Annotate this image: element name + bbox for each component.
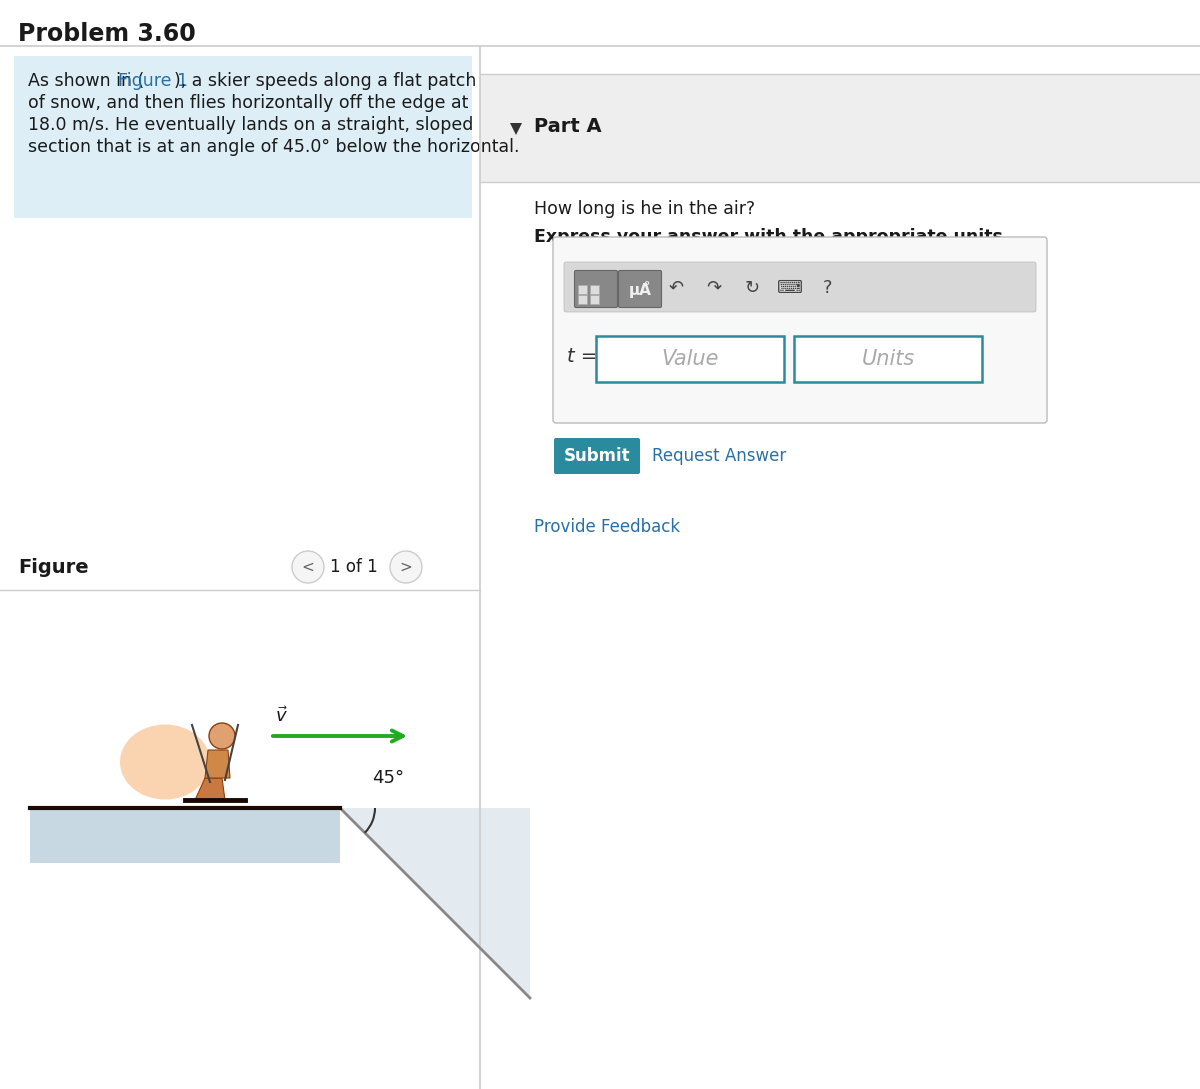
Text: Express your answer with the appropriate units.: Express your answer with the appropriate… (534, 228, 1009, 246)
Polygon shape (340, 808, 530, 998)
Circle shape (209, 723, 235, 749)
FancyBboxPatch shape (14, 56, 472, 218)
Text: Units: Units (862, 348, 914, 369)
Polygon shape (205, 750, 230, 778)
Text: Value: Value (661, 348, 719, 369)
Text: Submit: Submit (564, 446, 630, 465)
Text: Figure: Figure (18, 558, 89, 577)
FancyBboxPatch shape (618, 270, 661, 307)
FancyBboxPatch shape (553, 237, 1046, 423)
Polygon shape (510, 123, 522, 135)
FancyBboxPatch shape (590, 295, 599, 304)
Text: μÅ: μÅ (629, 281, 652, 297)
Text: Part A: Part A (534, 118, 601, 136)
Text: $\vec{v}$: $\vec{v}$ (275, 706, 288, 726)
Text: 45°: 45° (372, 769, 404, 787)
Text: ?: ? (823, 279, 833, 297)
Text: How long is he in the air?: How long is he in the air? (534, 200, 755, 218)
Text: As shown in (: As shown in ( (28, 72, 144, 90)
Polygon shape (30, 808, 340, 862)
Text: section that is at an angle of 45.0° below the horizontal.: section that is at an angle of 45.0° bel… (28, 138, 520, 156)
FancyBboxPatch shape (578, 295, 587, 304)
FancyBboxPatch shape (596, 337, 784, 382)
FancyBboxPatch shape (575, 270, 618, 307)
Text: ↷: ↷ (707, 279, 721, 297)
Text: Figure 1: Figure 1 (119, 72, 188, 90)
Text: <: < (301, 560, 314, 575)
FancyBboxPatch shape (578, 285, 587, 294)
Text: 1 of 1: 1 of 1 (330, 558, 378, 576)
Text: ), a skier speeds along a flat patch: ), a skier speeds along a flat patch (174, 72, 476, 90)
FancyBboxPatch shape (554, 438, 640, 474)
Text: ↻: ↻ (744, 279, 760, 297)
Text: Problem 3.60: Problem 3.60 (18, 22, 196, 46)
Polygon shape (340, 808, 540, 1008)
FancyBboxPatch shape (564, 262, 1036, 313)
Text: ↶: ↶ (668, 279, 684, 297)
Text: Request Answer: Request Answer (652, 446, 786, 465)
Text: t =: t = (568, 347, 598, 367)
FancyBboxPatch shape (590, 285, 599, 294)
FancyBboxPatch shape (480, 74, 1200, 182)
Text: ⌨: ⌨ (778, 279, 803, 297)
Ellipse shape (120, 724, 210, 799)
Text: Provide Feedback: Provide Feedback (534, 518, 680, 536)
Circle shape (390, 551, 422, 583)
Text: >: > (400, 560, 413, 575)
Text: 18.0 m/s. He eventually lands on a straight, sloped: 18.0 m/s. He eventually lands on a strai… (28, 117, 473, 134)
FancyBboxPatch shape (794, 337, 982, 382)
Circle shape (292, 551, 324, 583)
Polygon shape (194, 778, 226, 800)
Text: of snow, and then flies horizontally off the edge at: of snow, and then flies horizontally off… (28, 94, 468, 112)
